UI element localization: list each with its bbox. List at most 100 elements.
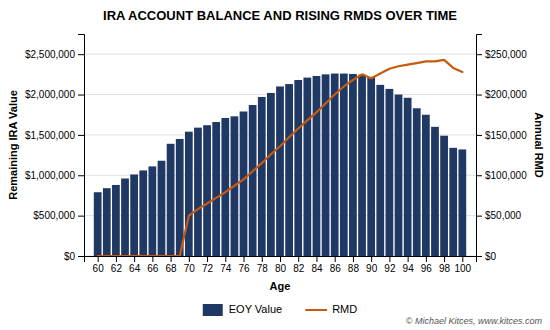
bar — [94, 192, 102, 256]
bar — [194, 128, 202, 256]
legend-swatch — [203, 304, 223, 316]
bar — [176, 139, 184, 256]
annotation: © Michael Kitces, www.kitces.com — [406, 316, 543, 326]
bar — [212, 122, 220, 256]
bar — [449, 148, 457, 256]
tick: $1,500,000 — [25, 130, 84, 141]
tick: $1,000,000 — [25, 170, 84, 181]
tick-label: 98 — [439, 263, 451, 274]
tick-label: 62 — [111, 263, 123, 274]
tick-label: 76 — [238, 263, 250, 274]
tick: 72 — [202, 256, 214, 274]
bar — [458, 149, 466, 256]
bar — [349, 74, 357, 256]
tick-mark — [476, 216, 482, 217]
tick: 78 — [257, 256, 269, 274]
tick-mark — [462, 256, 463, 262]
tick-mark — [476, 175, 482, 176]
tick-mark — [78, 175, 84, 176]
legend-label: RMD — [332, 303, 357, 315]
tick-mark — [335, 256, 336, 262]
tick: 66 — [147, 256, 159, 274]
tick-mark — [98, 256, 99, 262]
tick-mark — [116, 256, 117, 262]
bar — [148, 166, 156, 256]
tick-mark — [280, 256, 281, 262]
bar — [240, 111, 248, 256]
bar — [185, 132, 193, 256]
legend-item: RMD — [306, 303, 357, 315]
tick-label: 70 — [184, 263, 196, 274]
bar — [267, 93, 275, 256]
tick: 100 — [454, 256, 471, 274]
legend-label: EOY Value — [229, 303, 282, 315]
axis-line — [78, 35, 85, 257]
tick-mark — [171, 256, 172, 262]
tick-mark — [134, 256, 135, 262]
tick-label: 86 — [330, 263, 342, 274]
grid-line — [84, 54, 476, 55]
tick-mark — [78, 95, 84, 96]
tick-mark — [262, 256, 263, 262]
tick-label: 74 — [220, 263, 232, 274]
tick: 90 — [366, 256, 378, 274]
tick-label: $50,000 — [485, 210, 522, 221]
legend: EOY Value RMD — [203, 303, 358, 316]
tick: 64 — [129, 256, 141, 274]
bar — [167, 144, 175, 256]
legend-swatch — [306, 309, 326, 311]
bar — [331, 74, 339, 256]
tick-mark — [78, 216, 84, 217]
tick: 82 — [293, 256, 305, 274]
tick: 88 — [348, 256, 360, 274]
bar — [395, 95, 403, 256]
bar — [285, 84, 293, 256]
tick: $250,000 — [476, 49, 527, 60]
tick-mark — [476, 135, 482, 136]
tick-mark — [152, 256, 153, 262]
tick: $100,000 — [476, 170, 527, 181]
tick-label: 88 — [348, 263, 360, 274]
tick-label: 84 — [311, 263, 323, 274]
bar — [139, 170, 147, 256]
bar — [404, 98, 412, 256]
tick-label: $1,500,000 — [25, 130, 75, 141]
x-axis: 6062646668707274767880828486889092949698… — [85, 256, 477, 274]
tick: 80 — [275, 256, 287, 274]
bar — [313, 76, 321, 256]
y-axis-title: Remaining IRA Value — [7, 90, 19, 200]
axis-line — [85, 257, 477, 263]
tick-mark — [476, 54, 482, 55]
tick-label: 90 — [366, 263, 378, 274]
tick-label: 94 — [403, 263, 415, 274]
tick-label: $250,000 — [485, 49, 527, 60]
tick: $500,000 — [33, 210, 84, 221]
tick: 86 — [330, 256, 342, 274]
bar — [422, 115, 430, 256]
tick-label: 82 — [293, 263, 305, 274]
tick: $50,000 — [476, 210, 522, 221]
tick-mark — [189, 256, 190, 262]
bar — [203, 125, 211, 256]
marks — [94, 60, 466, 256]
tick: $200,000 — [476, 89, 527, 100]
tick-mark — [316, 256, 317, 262]
tick: $0 — [64, 251, 84, 262]
tick-label: $2,000,000 — [25, 89, 75, 100]
tick-label: 72 — [202, 263, 214, 274]
x-axis-title: Age — [270, 280, 291, 292]
bar — [413, 108, 421, 256]
bar — [158, 161, 166, 256]
bar — [294, 80, 302, 256]
tick: 60 — [93, 256, 105, 274]
bar — [440, 136, 448, 256]
tick-label: 96 — [421, 263, 433, 274]
tick-mark — [78, 54, 84, 55]
tick-label: 80 — [275, 263, 287, 274]
tick-label: $150,000 — [485, 130, 527, 141]
tick-mark — [298, 256, 299, 262]
bar — [340, 74, 348, 256]
bar — [358, 75, 366, 256]
tick: 62 — [111, 256, 123, 274]
bar — [221, 118, 229, 256]
